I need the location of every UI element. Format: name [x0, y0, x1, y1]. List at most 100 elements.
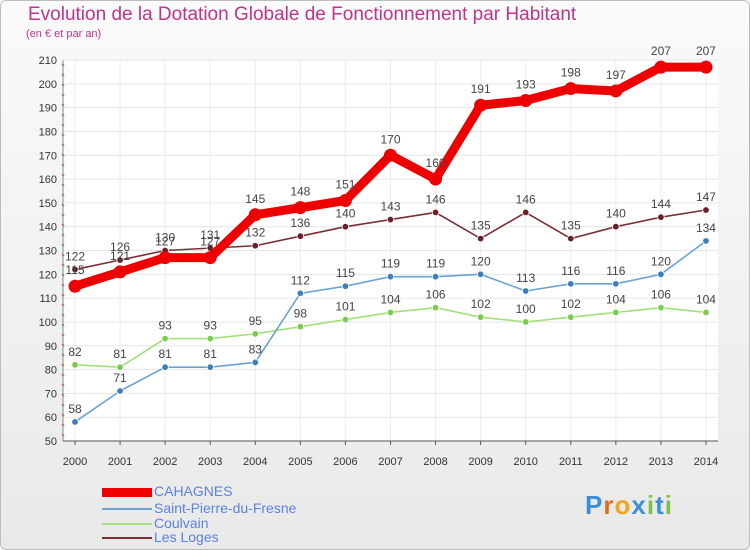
- data-point-les-loges-2007: [386, 215, 395, 224]
- data-label-saint-pierre-du-fresne-2003: 81: [204, 347, 218, 361]
- legend-label-cahagnes: CAHAGNES: [154, 483, 233, 499]
- y-tick-labels: 50 60 70 80 90 100 110 120 130 140 150 160 170 180 190…: [39, 55, 57, 448]
- data-point-cahagnes-2008: [429, 172, 443, 186]
- data-point-cahagnes-2013: [654, 60, 668, 74]
- data-label-les-loges-2012: 140: [606, 207, 626, 221]
- legend-swatch-cahagnes: [102, 488, 152, 497]
- data-label-coulvain-2002: 93: [158, 319, 172, 333]
- data-label-saint-pierre-du-fresne-2002: 81: [158, 347, 172, 361]
- data-label-cahagnes-2007: 170: [380, 132, 400, 146]
- data-point-saint-pierre-du-fresne-2011: [567, 280, 575, 288]
- y-tick-label-110: 110: [39, 293, 57, 305]
- data-label-les-loges-2008: 146: [426, 192, 446, 206]
- data-point-les-loges-2012: [612, 222, 620, 231]
- y-tick-label-130: 130: [39, 246, 57, 258]
- data-point-les-loges-2000: [71, 265, 79, 274]
- data-label-cahagnes-2013: 207: [651, 44, 671, 58]
- x-tick-label-2004: 2004: [243, 456, 267, 468]
- x-tick-label-2012: 2012: [604, 456, 628, 468]
- logo-letter: P: [585, 490, 604, 520]
- chart-title: Evolution de la Dotation Globale de Fonc…: [28, 4, 577, 25]
- y-tick-label-90: 90: [45, 341, 57, 353]
- data-point-coulvain-2010: [522, 318, 530, 326]
- data-point-les-loges-2006: [341, 222, 350, 231]
- data-label-saint-pierre-du-fresne-2000: 58: [68, 402, 82, 416]
- data-point-coulvain-2013: [657, 303, 665, 312]
- data-label-saint-pierre-du-fresne-2007: 119: [381, 257, 400, 271]
- data-label-cahagnes-2000: 115: [65, 263, 84, 277]
- y-tick-label-120: 120: [39, 269, 57, 281]
- series-coulvain: 82 81 93 93 95 98 101 104 106 102 100 102 104 106 104: [68, 288, 716, 371]
- logo-letter: i: [664, 490, 673, 520]
- data-label-coulvain-2014: 104: [696, 292, 716, 306]
- data-point-les-loges-2008: [431, 208, 440, 217]
- y-tick-label-70: 70: [45, 388, 57, 400]
- data-point-les-loges-2013: [657, 213, 665, 221]
- data-point-coulvain-2005: [296, 323, 305, 331]
- data-label-coulvain-2001: 81: [113, 347, 127, 361]
- data-label-saint-pierre-du-fresne-2008: 119: [426, 257, 445, 271]
- y-tick-label-60: 60: [45, 412, 57, 424]
- logo-letter: x: [631, 490, 647, 520]
- data-label-les-loges-2001: 126: [110, 240, 130, 254]
- data-point-coulvain-2003: [206, 334, 214, 343]
- axes: [61, 60, 718, 445]
- data-label-saint-pierre-du-fresne-2001: 71: [113, 371, 127, 385]
- x-tick-labels: 2000 2001 2002 2003 2004 2005 2006 2007 2008 2009…: [63, 456, 718, 468]
- x-tick-label-2007: 2007: [378, 456, 402, 468]
- series-les-loges: 122 126 130 131 132 136 140 143 146 135 146 135 140 1…: [65, 190, 716, 274]
- data-point-coulvain-2007: [386, 308, 395, 317]
- y-tick-label-80: 80: [45, 365, 57, 377]
- data-label-coulvain-2008: 106: [426, 288, 446, 302]
- y-tick-label-160: 160: [39, 174, 57, 186]
- y-tick-label-140: 140: [39, 222, 57, 234]
- data-label-coulvain-2007: 104: [380, 292, 400, 306]
- data-label-saint-pierre-du-fresne-2014: 134: [696, 221, 716, 235]
- proxiti-logo: Proxiti: [585, 490, 673, 521]
- data-label-coulvain-2003: 93: [204, 319, 218, 333]
- data-label-cahagnes-2010: 193: [516, 77, 536, 91]
- data-point-coulvain-2012: [612, 308, 620, 317]
- data-point-coulvain-2006: [341, 315, 350, 324]
- legend-label-les-loges: Les Loges: [154, 529, 219, 545]
- data-point-coulvain-2001: [116, 363, 124, 371]
- data-label-cahagnes-2006: 151: [335, 177, 355, 191]
- data-point-cahagnes-2010: [519, 93, 533, 107]
- data-label-saint-pierre-du-fresne-2009: 120: [471, 254, 491, 268]
- data-point-les-loges-2009: [476, 234, 485, 243]
- data-point-saint-pierre-du-fresne-2001: [116, 387, 124, 395]
- y-tick-label-210: 210: [39, 55, 57, 67]
- data-point-saint-pierre-du-fresne-2003: [206, 363, 214, 371]
- x-tick-label-2014: 2014: [694, 456, 718, 468]
- data-point-coulvain-2011: [567, 313, 575, 321]
- data-point-les-loges-2001: [116, 256, 124, 264]
- data-point-saint-pierre-du-fresne-2012: [612, 280, 620, 288]
- data-label-les-loges-2000: 122: [65, 250, 85, 264]
- data-label-les-loges-2014: 147: [696, 190, 716, 204]
- legend-swatch-coulvain: [102, 523, 152, 525]
- data-point-cahagnes-2002: [158, 251, 172, 265]
- data-point-coulvain-2009: [476, 313, 485, 321]
- x-tick-label-2013: 2013: [649, 456, 673, 468]
- data-point-saint-pierre-du-fresne-2006: [341, 282, 350, 290]
- x-tick-label-2011: 2011: [559, 456, 583, 468]
- data-point-saint-pierre-du-fresne-2000: [71, 418, 79, 426]
- data-point-saint-pierre-du-fresne-2002: [161, 363, 169, 371]
- legend-swatch-les-loges: [102, 537, 152, 539]
- data-point-coulvain-2002: [161, 334, 169, 343]
- data-label-les-loges-2002: 130: [155, 231, 175, 245]
- series-saint-pierre-du-fresne: 58 71 81 81 83 112 115 119 119 120 113 116 116 120 134: [68, 221, 716, 426]
- chart-subtitle: (en € et par an): [26, 28, 102, 40]
- data-point-cahagnes-2000: [68, 279, 82, 293]
- data-label-les-loges-2003: 131: [200, 228, 220, 242]
- x-tick-label-2003: 2003: [198, 456, 222, 468]
- data-label-cahagnes-2012: 197: [606, 68, 626, 82]
- data-point-coulvain-2008: [431, 303, 440, 312]
- data-label-cahagnes-2009: 191: [471, 82, 491, 96]
- y-tick-label-200: 200: [39, 79, 57, 91]
- data-point-cahagnes-2007: [383, 148, 397, 162]
- x-tick-label-2009: 2009: [468, 456, 492, 468]
- logo-letter: t: [655, 490, 665, 520]
- data-label-cahagnes-2003: 127: [200, 235, 220, 249]
- data-label-les-loges-2013: 144: [651, 197, 671, 211]
